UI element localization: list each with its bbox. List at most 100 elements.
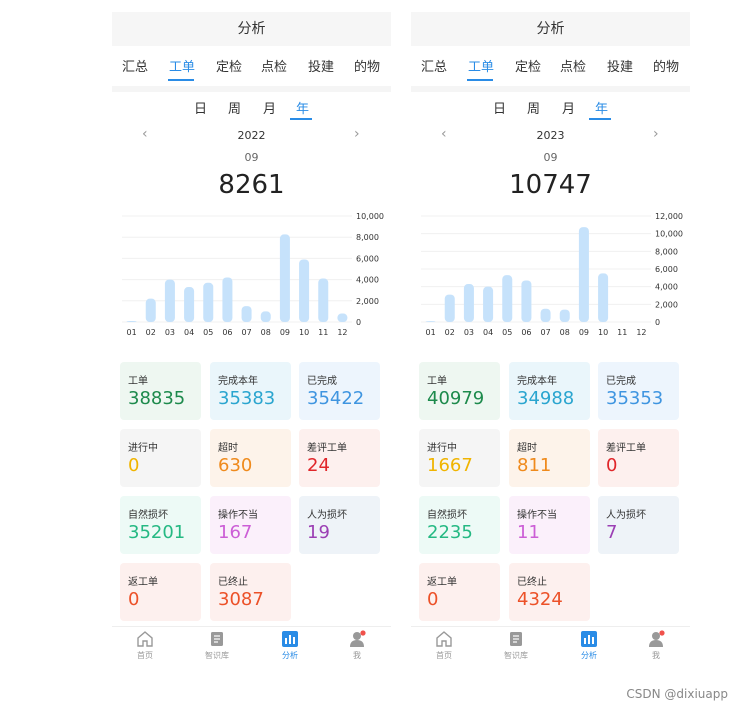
tab-3[interactable]: 点检 bbox=[261, 60, 288, 75]
tab-5[interactable]: 的物 bbox=[354, 60, 381, 75]
stat-card[interactable]: 人为损坏 19 bbox=[299, 496, 380, 554]
period-2[interactable]: 月 bbox=[562, 102, 576, 117]
stat-card[interactable]: 已完成 35422 bbox=[299, 362, 380, 420]
tab-3[interactable]: 点检 bbox=[560, 60, 587, 75]
x-tick-label: 12 bbox=[636, 328, 646, 337]
tab-4[interactable]: 投建 bbox=[308, 60, 335, 75]
tab-0[interactable]: 汇总 bbox=[122, 60, 149, 75]
bar-11[interactable] bbox=[318, 278, 329, 322]
stat-card[interactable]: 已终止 3087 bbox=[210, 563, 291, 621]
bar-05[interactable] bbox=[502, 275, 513, 322]
next-year-icon[interactable]: › bbox=[354, 126, 360, 142]
stat-card[interactable]: 人为损坏 7 bbox=[598, 496, 679, 554]
y-tick-label: 0 bbox=[356, 318, 361, 327]
stat-label: 自然损坏 bbox=[427, 510, 467, 521]
tab-2[interactable]: 定检 bbox=[515, 60, 542, 75]
period-1[interactable]: 周 bbox=[228, 102, 242, 117]
bar-03[interactable] bbox=[463, 284, 474, 322]
stat-card[interactable]: 进行中 1667 bbox=[419, 429, 500, 487]
stat-value: 0 bbox=[128, 589, 140, 610]
bottom-tab-3[interactable]: 我 bbox=[332, 629, 382, 661]
stat-card[interactable]: 进行中 0 bbox=[120, 429, 201, 487]
bottom-tab-label: 我 bbox=[652, 651, 660, 660]
bar-08[interactable] bbox=[260, 311, 271, 322]
stat-label: 操作不当 bbox=[218, 510, 258, 521]
tab-1[interactable]: 工单 bbox=[169, 60, 196, 75]
period-3[interactable]: 年 bbox=[296, 102, 310, 117]
stat-card[interactable]: 操作不当 11 bbox=[509, 496, 590, 554]
prev-year-icon[interactable]: ‹ bbox=[142, 126, 148, 142]
stat-value: 35201 bbox=[128, 522, 186, 543]
stat-card[interactable]: 超时 630 bbox=[210, 429, 291, 487]
stat-value: 811 bbox=[517, 455, 552, 476]
stat-card[interactable]: 超时 811 bbox=[509, 429, 590, 487]
tab-5[interactable]: 的物 bbox=[653, 60, 680, 75]
bottom-tab-0[interactable]: 首页 bbox=[120, 629, 170, 661]
monthly-bar-chart[interactable]: 0 2,000 4,000 6,000 8,000 10,000 01 02 03 04 05 06 0… bbox=[116, 208, 391, 340]
stat-label: 完成本年 bbox=[218, 376, 258, 387]
stat-card[interactable]: 返工单 0 bbox=[120, 563, 201, 621]
bar-07[interactable] bbox=[540, 308, 551, 322]
period-1[interactable]: 周 bbox=[527, 102, 541, 117]
bar-06[interactable] bbox=[521, 280, 532, 322]
x-tick-label: 03 bbox=[464, 328, 474, 337]
bottom-tab-3[interactable]: 我 bbox=[631, 629, 681, 661]
bar-10[interactable] bbox=[598, 273, 609, 322]
bar-09[interactable] bbox=[578, 227, 589, 322]
bar-10[interactable] bbox=[299, 259, 310, 322]
divider bbox=[411, 86, 690, 92]
stat-card[interactable]: 自然损坏 2235 bbox=[419, 496, 500, 554]
bar-12[interactable] bbox=[337, 313, 348, 322]
bar-02[interactable] bbox=[444, 294, 455, 322]
stat-card[interactable]: 工单 40979 bbox=[419, 362, 500, 420]
monthly-bar-chart[interactable]: 0 2,000 4,000 6,000 8,000 10,000 12,000 01 02 03 0… bbox=[415, 208, 690, 340]
selected-month: 09 bbox=[543, 151, 558, 164]
stat-card[interactable]: 自然损坏 35201 bbox=[120, 496, 201, 554]
prev-year-icon[interactable]: ‹ bbox=[441, 126, 447, 142]
tab-0[interactable]: 汇总 bbox=[421, 60, 448, 75]
bar-09[interactable] bbox=[279, 234, 290, 322]
stat-card[interactable]: 返工单 0 bbox=[419, 563, 500, 621]
user-icon bbox=[350, 630, 366, 647]
active-tab-indicator bbox=[168, 79, 194, 81]
bar-08[interactable] bbox=[559, 309, 570, 322]
stat-value: 1667 bbox=[427, 455, 473, 476]
phone-screen-2022: 分析 汇总 工单 定检 点检 投建 的物日周月年 ‹ 2022 › 09 8261 0 2,000 4,00… bbox=[112, 12, 391, 670]
stat-card[interactable]: 差评工单 24 bbox=[299, 429, 380, 487]
bar-02[interactable] bbox=[145, 298, 156, 322]
stat-card[interactable]: 已完成 35353 bbox=[598, 362, 679, 420]
year-navigator: ‹ 2022 › bbox=[112, 122, 391, 148]
period-2[interactable]: 月 bbox=[263, 102, 277, 117]
stat-card[interactable]: 已终止 4324 bbox=[509, 563, 590, 621]
period-3[interactable]: 年 bbox=[595, 102, 609, 117]
bar-04[interactable] bbox=[184, 287, 195, 322]
period-0[interactable]: 日 bbox=[194, 102, 208, 117]
y-tick-label: 8,000 bbox=[356, 233, 379, 242]
tab-4[interactable]: 投建 bbox=[607, 60, 634, 75]
tab-2[interactable]: 定检 bbox=[216, 60, 243, 75]
bottom-tab-2[interactable]: 分析 bbox=[564, 629, 614, 661]
stat-card[interactable]: 完成本年 35383 bbox=[210, 362, 291, 420]
stat-card[interactable]: 完成本年 34988 bbox=[509, 362, 590, 420]
bottom-tab-2[interactable]: 分析 bbox=[265, 629, 315, 661]
x-tick-label: 08 bbox=[560, 328, 570, 337]
bar-01[interactable] bbox=[126, 320, 137, 322]
bar-05[interactable] bbox=[203, 282, 214, 322]
bottom-tab-1[interactable]: 智识库 bbox=[491, 629, 541, 661]
bar-06[interactable] bbox=[222, 277, 233, 322]
period-0[interactable]: 日 bbox=[493, 102, 507, 117]
next-year-icon[interactable]: › bbox=[653, 126, 659, 142]
bar-04[interactable] bbox=[483, 286, 494, 322]
tab-1[interactable]: 工单 bbox=[468, 60, 495, 75]
stat-card[interactable]: 差评工单 0 bbox=[598, 429, 679, 487]
bar-07[interactable] bbox=[241, 306, 252, 322]
stat-card[interactable]: 工单 38835 bbox=[120, 362, 201, 420]
stat-value: 0 bbox=[128, 455, 140, 476]
category-tabs: 汇总 工单 定检 点检 投建 的物 bbox=[112, 46, 391, 86]
bar-03[interactable] bbox=[164, 279, 175, 322]
bottom-tab-1[interactable]: 智识库 bbox=[192, 629, 242, 661]
stat-card[interactable]: 操作不当 167 bbox=[210, 496, 291, 554]
year-label: 2023 bbox=[536, 129, 565, 142]
bar-01[interactable] bbox=[425, 321, 436, 322]
bottom-tab-0[interactable]: 首页 bbox=[419, 629, 469, 661]
